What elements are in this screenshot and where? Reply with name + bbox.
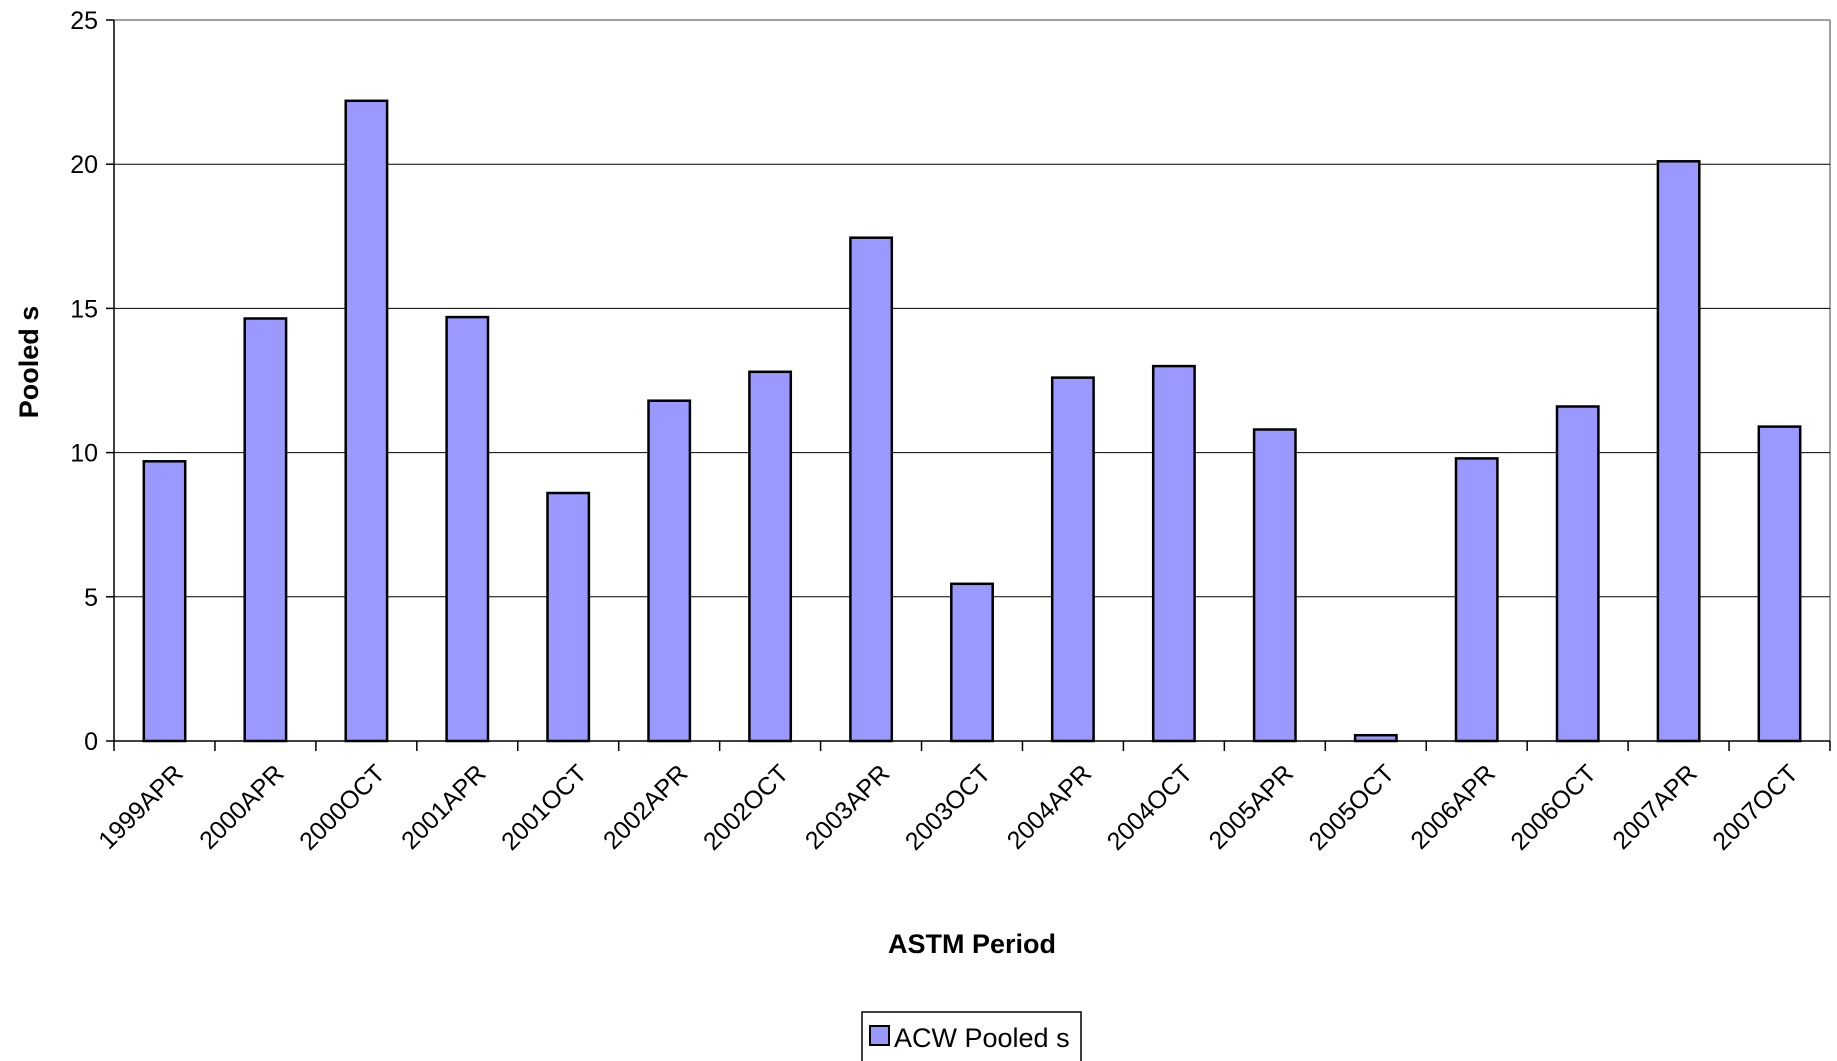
x-tick-label: 2003OCT [900,759,996,855]
bar-2002apr [647,399,692,743]
bar-2001oct [546,491,591,743]
x-tick-label: 2006APR [1405,759,1500,854]
x-tick-label: 2005APR [1204,759,1299,854]
bar-2002oct [748,370,793,743]
bar-2007apr [1656,160,1701,743]
y-tick-label: 5 [84,584,98,612]
x-tick-label: 2002APR [598,759,693,854]
y-tick-label: 20 [70,151,98,179]
y-tick-label: 15 [70,295,98,323]
bar-2000oct [344,99,389,743]
bar-2006oct [1555,405,1600,743]
legend: ACW Pooled s [861,1011,1082,1061]
bar-2003oct [950,582,994,743]
x-tick-label: 2007APR [1607,759,1702,854]
x-tick-label: 2005OCT [1304,759,1400,855]
x-tick-label: 2004OCT [1102,759,1198,855]
y-axis-title: Pooled s [14,306,44,419]
bar-2001apr [445,315,490,743]
x-tick-label: 2000OCT [294,759,390,855]
x-tick-label: 2006OCT [1505,759,1601,855]
bar-2003apr [849,236,894,743]
x-tick-label: 2003APR [800,759,895,854]
bar-1999apr [142,460,187,743]
bar-2004apr [1050,376,1095,743]
y-tick-labels: 0 5 10 15 20 25 [70,7,98,756]
x-tick-label: 2000APR [194,759,289,854]
bars [142,99,1802,743]
bar-2005oct [1353,733,1398,743]
x-tick-label: 2002OCT [698,759,794,855]
y-tick-label: 25 [70,7,98,35]
x-axis-title: ASTM Period [888,929,1056,959]
bar-2007oct [1757,425,1802,743]
bar-2005apr [1252,428,1297,743]
bar-2004oct [1151,364,1196,743]
legend-box [861,1011,1082,1061]
x-tick-labels: 1999APR 2000APR 2000OCT 2001APR 2001OCT 2002A… [93,759,1804,855]
y-tick-label: 0 [84,728,98,756]
x-tick-label: 2001OCT [496,759,592,855]
bar-2000apr [243,317,288,743]
y-tick-label: 10 [70,440,98,468]
x-tick-label: 2007OCT [1707,759,1803,855]
x-tick-label: 2004APR [1002,759,1097,854]
axes [106,19,1831,751]
legend-swatch [869,1025,890,1046]
x-tick-label: 1999APR [93,759,188,854]
legend-label: ACW Pooled s [894,1023,1070,1053]
bar-2006apr [1454,457,1499,743]
x-tick-label: 2001APR [396,759,491,854]
